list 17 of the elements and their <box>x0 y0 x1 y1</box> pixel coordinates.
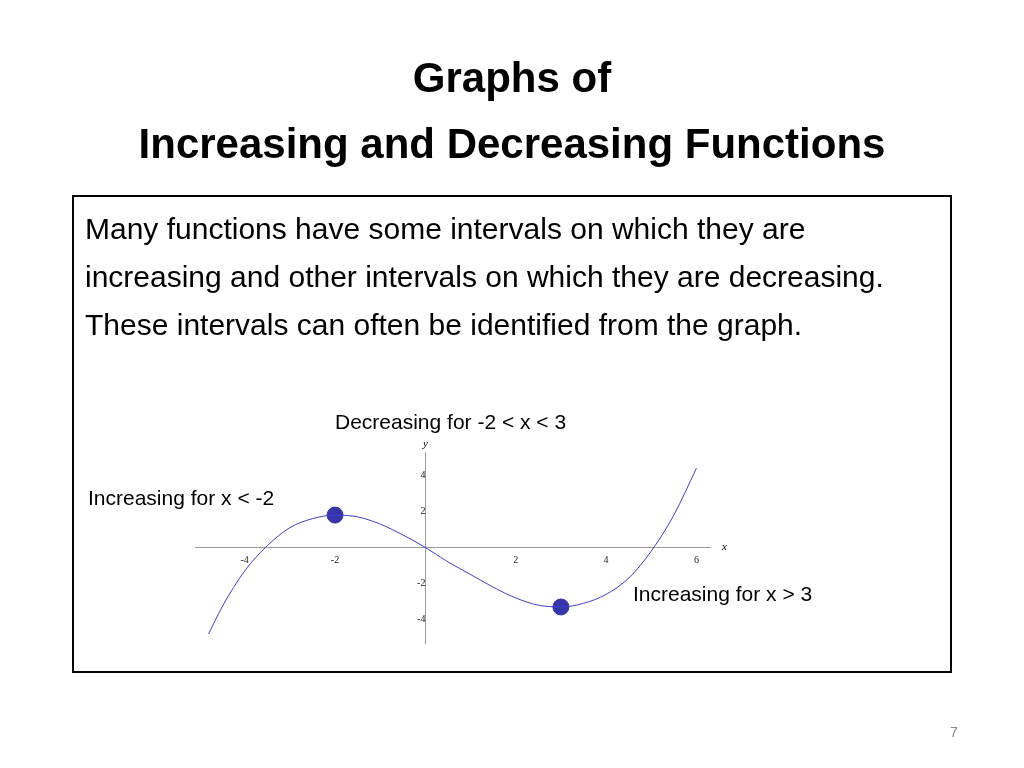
y-axis-title: y <box>421 437 428 450</box>
y-tick-label: 2 <box>420 505 426 517</box>
annotation: Increasing for x < -2 <box>88 486 275 510</box>
text: Decreasing for -2 < x < 3 <box>335 410 567 434</box>
x-tick-label: 4 <box>603 554 609 566</box>
text: 7 <box>950 724 958 740</box>
annotation: Increasing for x > 3 <box>633 582 813 606</box>
y-tick-label: 4 <box>420 469 426 481</box>
x-tick-label: -2 <box>330 554 340 566</box>
y-tick-label: -2 <box>417 577 426 589</box>
x-tick-label: 2 <box>513 554 519 566</box>
text: Many functions have some intervals on which they are increasing and other intervals on which they are decreasing. These intervals can often be identified from the graph. <box>85 211 885 343</box>
x-tick-label: 6 <box>693 554 699 566</box>
x-tick-label: -4 <box>240 554 249 566</box>
x-axis-title: x <box>721 540 727 553</box>
y-tick-label: -4 <box>417 613 426 625</box>
chart-title: Graphs of Increasing and Decreasing Functions <box>137 53 887 169</box>
